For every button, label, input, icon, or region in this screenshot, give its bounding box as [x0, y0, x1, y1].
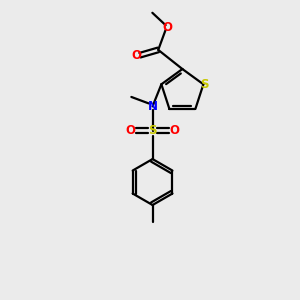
Text: O: O — [131, 49, 141, 62]
Text: S: S — [201, 78, 209, 91]
Text: O: O — [169, 124, 179, 137]
Text: S: S — [148, 124, 157, 137]
Text: N: N — [148, 100, 158, 113]
Text: O: O — [126, 124, 136, 137]
Text: O: O — [162, 21, 172, 34]
